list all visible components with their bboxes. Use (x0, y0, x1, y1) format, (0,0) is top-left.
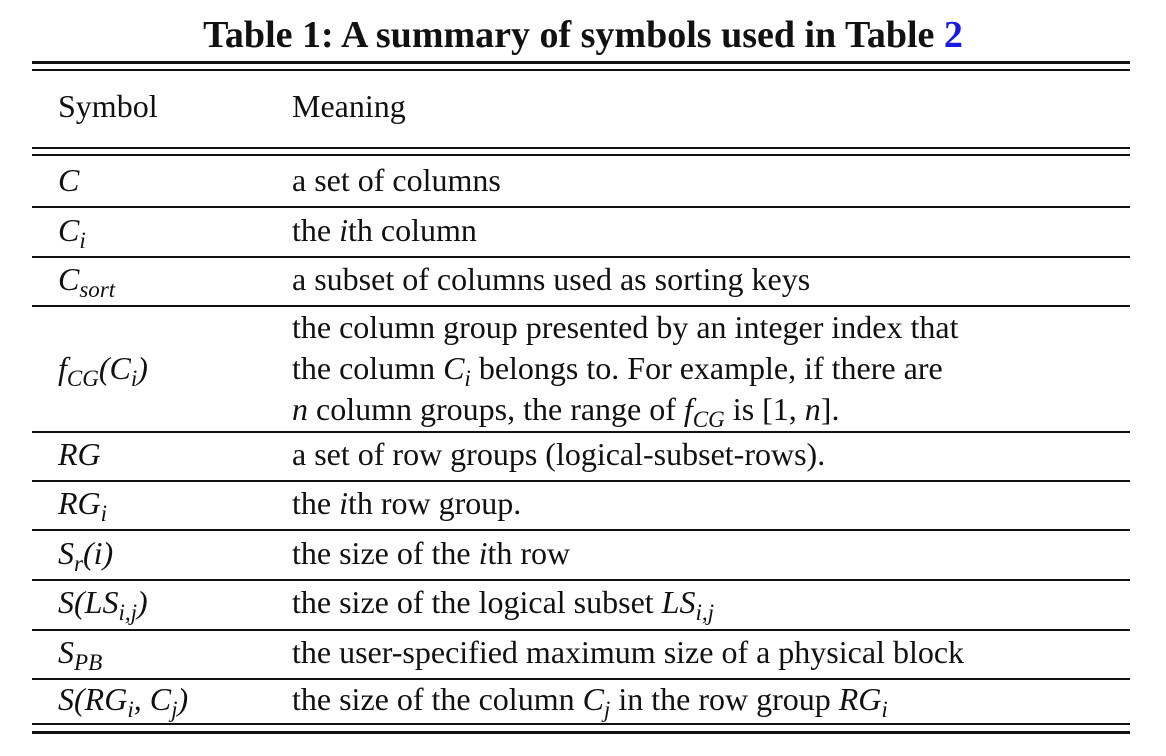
meaning-c-i: the ith column (292, 212, 477, 248)
symbol-s-ls: S(LSi,j) (58, 584, 148, 625)
header-rule (32, 147, 1130, 149)
top-rule-inner (32, 69, 1130, 71)
bottom-rule (32, 723, 1130, 725)
row-rule (32, 431, 1130, 433)
table-caption: Table 1: A summary of symbols used in Ta… (0, 10, 1166, 60)
symbol-s-pb: SPB (58, 634, 103, 675)
meaning-c: a set of columns (292, 162, 501, 198)
row-rule (32, 206, 1130, 208)
row-rule (32, 256, 1130, 258)
caption-text: Table 1: A summary of symbols used in Ta… (203, 14, 944, 56)
meaning-s-ls: the size of the logical subset LSi,j (292, 584, 715, 625)
symbol-c-sort: Csort (58, 261, 116, 302)
meaning-f-cg-line-1: the column group presented by an integer… (292, 309, 959, 345)
header-meaning: Meaning (292, 88, 406, 124)
meaning-rg-i: the ith row group. (292, 485, 522, 521)
row-rule (32, 529, 1130, 531)
top-rule (32, 61, 1130, 64)
row-rule (32, 678, 1130, 680)
meaning-s-rg-c: the size of the column Cj in the row gro… (292, 681, 888, 722)
meaning-s-pb: the user-specified maximum size of a phy… (292, 634, 965, 670)
bottom-rule-inner (32, 731, 1130, 734)
symbol-c: C (58, 162, 80, 198)
meaning-s-r: the size of the ith row (292, 535, 571, 571)
meaning-f-cg: the column group presented by an integer… (292, 307, 958, 430)
header-rule-inner (32, 154, 1130, 156)
row-rule (32, 305, 1130, 307)
row-rule (32, 579, 1130, 581)
table-reference-link[interactable]: 2 (943, 14, 963, 56)
meaning-f-cg-line-2: the column Ci belongs to. For example, i… (292, 350, 943, 391)
symbol-rg-i: RGi (58, 485, 108, 526)
header-symbol: Symbol (58, 88, 158, 124)
row-rule (32, 480, 1130, 482)
symbol-s-rg-c: S(RGi, Cj) (58, 681, 189, 722)
meaning-rg: a set of row groups (logical-subset-rows… (292, 436, 826, 472)
symbol-s-r: Sr(i) (58, 535, 114, 576)
symbol-c-i: Ci (58, 212, 86, 253)
symbol-f-cg: fCG(Ci) (58, 350, 148, 391)
meaning-f-cg-line-3: n column groups, the range of fCG is [1,… (292, 391, 840, 432)
row-rule (32, 629, 1130, 631)
symbol-rg: RG (58, 436, 101, 472)
meaning-c-sort: a subset of columns used as sorting keys (292, 261, 811, 297)
